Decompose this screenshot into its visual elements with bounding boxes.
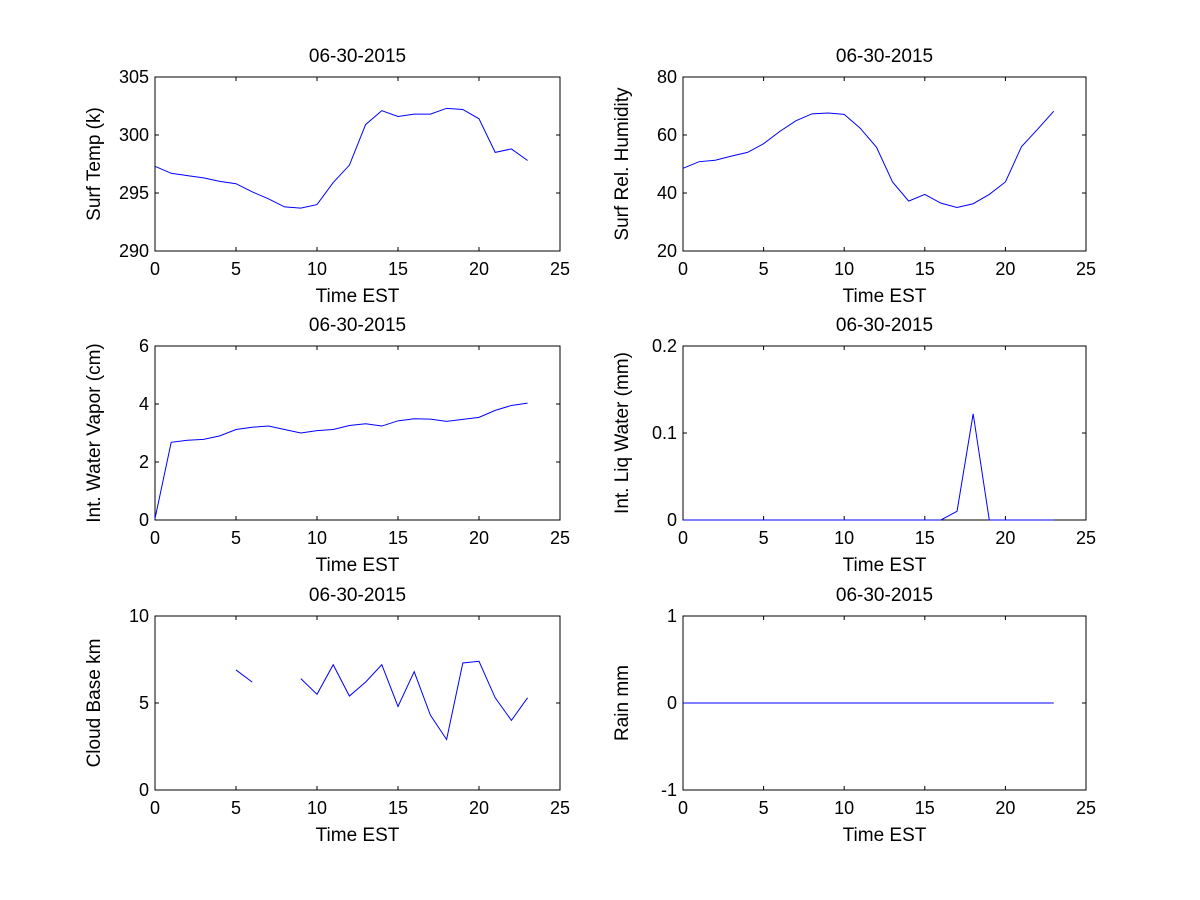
y-tick-label: 295	[119, 183, 149, 203]
x-tick-label: 25	[550, 528, 570, 548]
subplot-title: 06-30-2015	[309, 46, 406, 67]
y-axis-label: Int. Water Vapor (cm)	[84, 343, 105, 522]
x-axis-label: Time EST	[843, 825, 927, 846]
x-tick-label: 5	[231, 798, 241, 818]
x-tick-label: 10	[307, 259, 327, 279]
y-tick-label: 80	[657, 67, 677, 87]
series-line	[682, 110, 1055, 209]
series-line	[235, 660, 529, 741]
y-tick-label: 20	[657, 241, 677, 261]
y-tick-label: 1	[667, 606, 677, 626]
x-tick-label: 5	[759, 798, 769, 818]
y-axis-label: Surf Temp (k)	[84, 107, 105, 221]
subplot-title: 06-30-2015	[309, 315, 406, 336]
subplot-2: 0 5 10 15 20 25 20 40 60 80 06-30-2015 Time EST Surf…	[612, 46, 1096, 307]
y-tick-label: 4	[139, 394, 149, 414]
x-tick-label: 15	[915, 798, 935, 818]
y-axis-label: Surf Rel. Humidity	[612, 87, 633, 241]
subplot-title: 06-30-2015	[836, 315, 933, 336]
x-tick-label: 0	[678, 528, 688, 548]
y-tick-label: 0.1	[652, 423, 677, 443]
subplot-1: 0 5 10 15 20 25 290 295 300 305 06-30-2015 Time EST…	[84, 46, 570, 307]
x-tick-label: 25	[550, 259, 570, 279]
x-tick-label: 5	[231, 528, 241, 548]
y-tick-label: 40	[657, 183, 677, 203]
x-tick-label: 0	[678, 798, 688, 818]
y-tick-label: 290	[119, 241, 149, 261]
axes-frame	[682, 345, 1087, 521]
x-tick-label: 25	[1076, 798, 1096, 818]
y-tick-label: 10	[129, 606, 149, 626]
axes-frame	[154, 345, 561, 521]
x-tick-label: 20	[995, 528, 1015, 548]
series-line	[154, 107, 528, 209]
x-axis-label: Time EST	[316, 286, 400, 307]
x-tick-label: 10	[834, 528, 854, 548]
y-tick-label: 0	[139, 510, 149, 530]
x-tick-label: 5	[231, 259, 241, 279]
x-tick-label: 20	[469, 798, 489, 818]
x-tick-label: 5	[759, 259, 769, 279]
x-tick-label: 10	[834, 259, 854, 279]
series-line	[683, 413, 1054, 521]
subplot-title: 06-30-2015	[309, 585, 406, 606]
y-tick-label: -1	[661, 780, 677, 800]
y-tick-label: 305	[119, 67, 149, 87]
series-line	[154, 402, 528, 519]
x-tick-label: 15	[388, 528, 408, 548]
x-axis-label: Time EST	[316, 555, 400, 576]
subplot-3: 0 5 10 15 20 25 0 2 4 6 06-30-2015 Time EST Int. Wat…	[84, 315, 570, 576]
x-tick-label: 25	[550, 798, 570, 818]
x-tick-label: 25	[1076, 259, 1096, 279]
x-tick-label: 15	[388, 798, 408, 818]
subplot-4: 0 5 10 15 20 25 0 0.1 0.2 06-30-2015 Time EST Int. …	[612, 315, 1096, 576]
y-tick-label: 60	[657, 125, 677, 145]
x-axis-label: Time EST	[316, 825, 400, 846]
y-tick-label: 0.2	[652, 336, 677, 356]
x-tick-label: 0	[150, 798, 160, 818]
x-tick-label: 10	[307, 798, 327, 818]
y-tick-label: 6	[139, 336, 149, 356]
axes-frame	[154, 76, 561, 252]
subplot-title: 06-30-2015	[836, 585, 933, 606]
x-axis-label: Time EST	[843, 286, 927, 307]
y-tick-label: 5	[139, 693, 149, 713]
y-tick-label: 2	[139, 452, 149, 472]
x-tick-label: 25	[1076, 528, 1096, 548]
subplot-title: 06-30-2015	[836, 46, 933, 67]
x-tick-label: 0	[678, 259, 688, 279]
y-tick-label: 300	[119, 125, 149, 145]
subplot-5: 0 5 10 15 20 25 0 5 10 06-30-2015 Time EST Cloud Ba…	[84, 585, 570, 846]
x-axis-label: Time EST	[843, 555, 927, 576]
y-axis-label: Rain mm	[612, 665, 633, 741]
x-tick-label: 20	[995, 798, 1015, 818]
x-tick-label: 20	[469, 528, 489, 548]
x-tick-label: 15	[915, 528, 935, 548]
x-tick-label: 5	[759, 528, 769, 548]
y-axis-label: Cloud Base km	[84, 639, 105, 768]
y-tick-label: 0	[139, 780, 149, 800]
y-tick-label: 0	[667, 510, 677, 530]
x-tick-label: 20	[469, 259, 489, 279]
x-tick-label: 20	[995, 259, 1015, 279]
axes-frame	[154, 615, 561, 791]
x-tick-label: 0	[150, 259, 160, 279]
x-tick-label: 10	[834, 798, 854, 818]
x-tick-label: 15	[915, 259, 935, 279]
x-tick-label: 10	[307, 528, 327, 548]
x-tick-label: 15	[388, 259, 408, 279]
x-tick-label: 0	[150, 528, 160, 548]
y-tick-label: 0	[667, 693, 677, 713]
y-axis-label: Int. Liq Water (mm)	[612, 352, 633, 514]
